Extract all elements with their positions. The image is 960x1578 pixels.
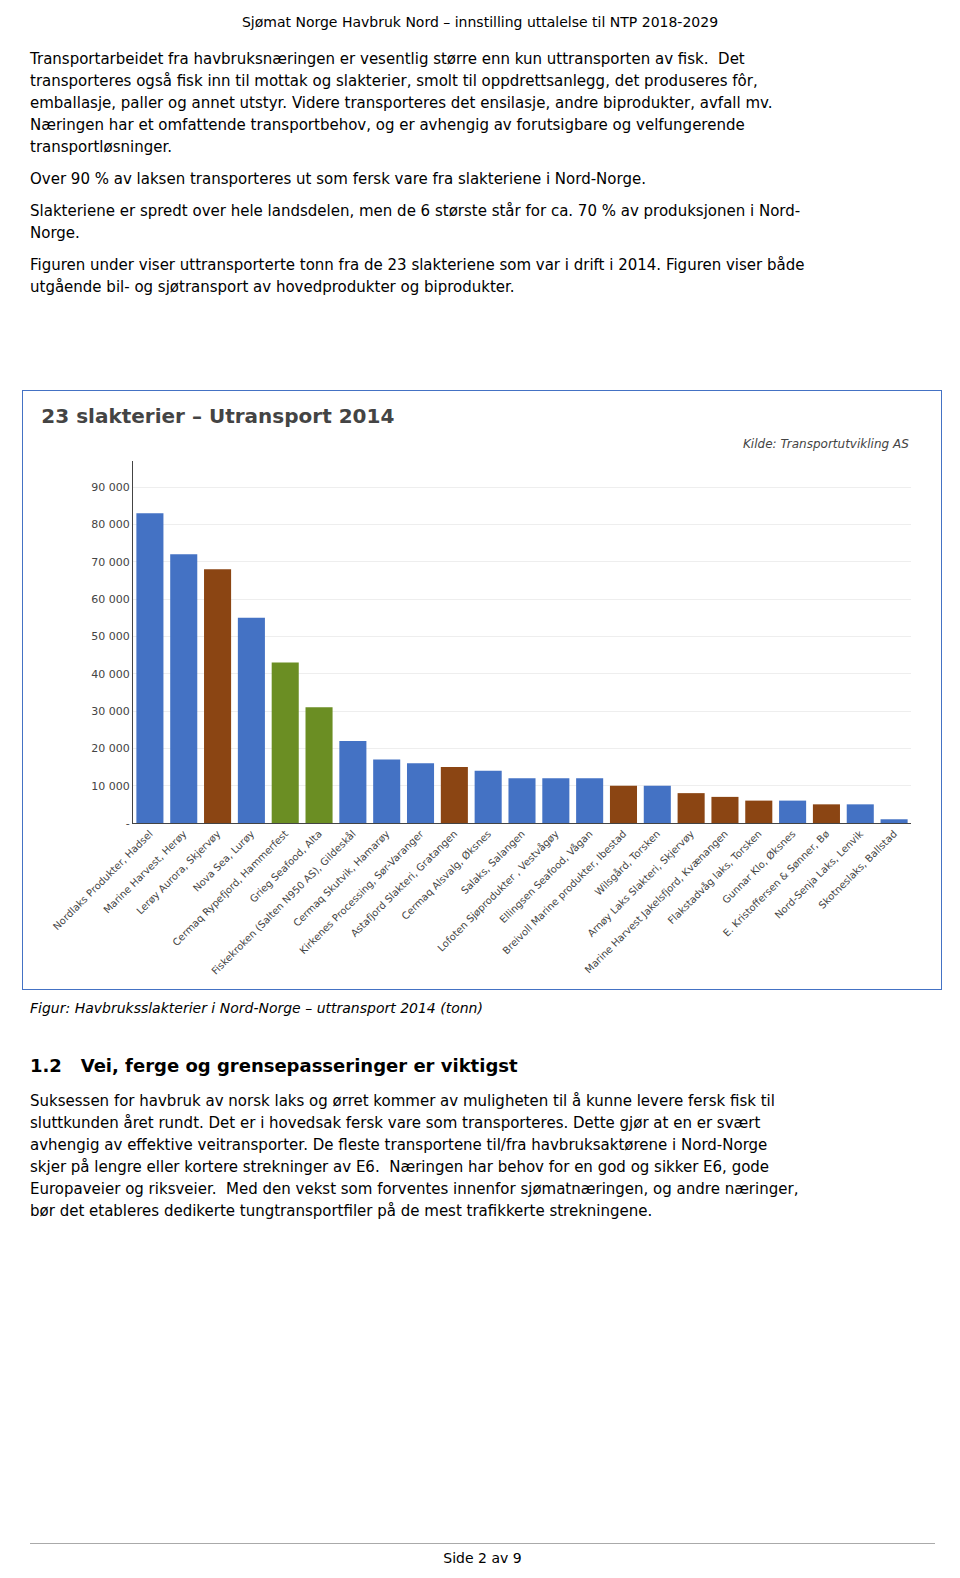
html-text:Næringen har et omfattende tra: Næringen har et omfattende transportbeho… bbox=[30, 116, 745, 134]
svg-text:Arnøy Laks Slakteri, Skjervøy: Arnøy Laks Slakteri, Skjervøy bbox=[585, 828, 696, 939]
html-text:Norge.: Norge. bbox=[30, 224, 80, 242]
svg-text:70 000: 70 000 bbox=[91, 556, 130, 569]
svg-text:10 000: 10 000 bbox=[91, 780, 130, 793]
svg-text:Skotneslaks, Ballstad: Skotneslaks, Ballstad bbox=[816, 828, 899, 911]
svg-text:Ellingsen Seafood, Vågan: Ellingsen Seafood, Vågan bbox=[497, 827, 595, 925]
html-text:Slakteriene er spredt over hel: Slakteriene er spredt over hele landsdel… bbox=[30, 202, 801, 220]
svg-text:30 000: 30 000 bbox=[91, 705, 130, 718]
svg-text:Gunnar Klo, Øksnes: Gunnar Klo, Øksnes bbox=[720, 828, 797, 905]
svg-text:-: - bbox=[126, 817, 130, 830]
svg-text:20 000: 20 000 bbox=[91, 742, 130, 755]
svg-text:Cermaq Rypefjord, Hammerfest: Cermaq Rypefjord, Hammerfest bbox=[170, 828, 290, 948]
html-text:Over 90 % av laksen transporte: Over 90 % av laksen transporteres ut som… bbox=[30, 170, 646, 188]
svg-text:90 000: 90 000 bbox=[91, 481, 130, 494]
svg-text:40 000: 40 000 bbox=[91, 668, 130, 681]
html-text:bør det etableres dedikerte tu: bør det etableres dedikerte tungtranspor… bbox=[30, 1202, 653, 1220]
svg-text:Grieg Seafood, Alta: Grieg Seafood, Alta bbox=[248, 828, 324, 904]
svg-text:80 000: 80 000 bbox=[91, 518, 130, 531]
svg-text:Marine Harvest Jakelsfjord, Kv: Marine Harvest Jakelsfjord, Kvænangen bbox=[583, 828, 730, 975]
svg-text:50 000: 50 000 bbox=[91, 630, 130, 643]
html-text:Transportarbeidet fra havbruks: Transportarbeidet fra havbruksnæringen e… bbox=[30, 50, 745, 68]
svg-text:Cermaq Skutvik, Hamarøy: Cermaq Skutvik, Hamarøy bbox=[291, 828, 392, 929]
svg-text:Breivoll Marine produkter, Ibe: Breivoll Marine produkter, Ibestad bbox=[500, 828, 628, 956]
svg-text:Marine Harvest, Herøy: Marine Harvest, Herøy bbox=[101, 828, 188, 915]
svg-text:Lofoten Sjøprodukter , Vestvåg: Lofoten Sjøprodukter , Vestvågøy bbox=[435, 827, 561, 953]
svg-text:Kirkenes Processing, Sør-Varan: Kirkenes Processing, Sør-Varanger bbox=[297, 828, 426, 957]
html-text:Figuren under viser uttranspor: Figuren under viser uttransporterte tonn… bbox=[30, 256, 805, 274]
svg-text:Salaks, Salangen: Salaks, Salangen bbox=[459, 828, 527, 896]
svg-text:Lerøy Aurora, Skjervøy: Lerøy Aurora, Skjervøy bbox=[134, 828, 222, 916]
svg-text:Kilde: Transportutvikling AS: Kilde: Transportutvikling AS bbox=[743, 437, 909, 451]
html-text:transporteres også fisk inn ti: transporteres også fisk inn til mottak o… bbox=[30, 72, 758, 90]
html-text:transportløsninger.: transportløsninger. bbox=[30, 138, 172, 156]
html-text:Figur: Havbruksslakterier i No: Figur: Havbruksslakterier i Nord-Norge –… bbox=[30, 1000, 483, 1016]
html-text:Side 2 av 9: Side 2 av 9 bbox=[443, 1550, 522, 1566]
svg-text:Flakstadvåg laks, Torsken: Flakstadvåg laks, Torsken bbox=[665, 827, 764, 926]
html-text:1.2 Vei, ferge og grensepasser: 1.2 Vei, ferge og grensepasseringer er v… bbox=[30, 1055, 518, 1076]
html-text:emballasje, paller og annet ut: emballasje, paller og annet utstyr. Vide… bbox=[30, 94, 773, 112]
svg-text:60 000: 60 000 bbox=[91, 593, 130, 606]
svg-text:Nordlaks Produkter, Hadsel: Nordlaks Produkter, Hadsel bbox=[51, 828, 155, 932]
svg-text:Nova Sea, Lurøy: Nova Sea, Lurøy bbox=[191, 828, 257, 894]
svg-text:Cermaq Alsvalg, Øksnes: Cermaq Alsvalg, Øksnes bbox=[399, 828, 493, 922]
svg-text:E. Kristoffersen & Sønner, Bø: E. Kristoffersen & Sønner, Bø bbox=[721, 828, 831, 938]
svg-text:Fiskekroken (Salten N950 AS),: Fiskekroken (Salten N950 AS), Gildeskål bbox=[209, 827, 358, 976]
html-text:avhengig av effektive veitrans: avhengig av effektive veitransporter. De… bbox=[30, 1136, 768, 1154]
html-text:utgående bil- og sjøtransport: utgående bil- og sjøtransport av hovedpr… bbox=[30, 278, 515, 296]
html-text:sluttkunden året rundt. Det er: sluttkunden året rundt. Det er i hovedsa… bbox=[30, 1114, 761, 1132]
html-text:Europaveier og riksveier. Med: Europaveier og riksveier. Med den vekst … bbox=[30, 1180, 799, 1198]
svg-text:23 slakterier – Utransport 201: 23 slakterier – Utransport 2014 bbox=[41, 404, 394, 428]
html-text:Suksessen for havbruk av norsk: Suksessen for havbruk av norsk laks og ø… bbox=[30, 1092, 775, 1110]
svg-text:Wilsgård, Torsken: Wilsgård, Torsken bbox=[592, 827, 662, 897]
html-text:skjer på lengre eller kortere: skjer på lengre eller kortere strekninge… bbox=[30, 1158, 770, 1176]
svg-text:Astafjord Slakteri, Gratangen: Astafjord Slakteri, Gratangen bbox=[349, 828, 460, 939]
svg-text:Nord-Senja Laks, Lenvik: Nord-Senja Laks, Lenvik bbox=[773, 828, 866, 921]
html-text:Sjømat Norge Havbruk Nord – in: Sjømat Norge Havbruk Nord – innstilling … bbox=[241, 14, 718, 30]
